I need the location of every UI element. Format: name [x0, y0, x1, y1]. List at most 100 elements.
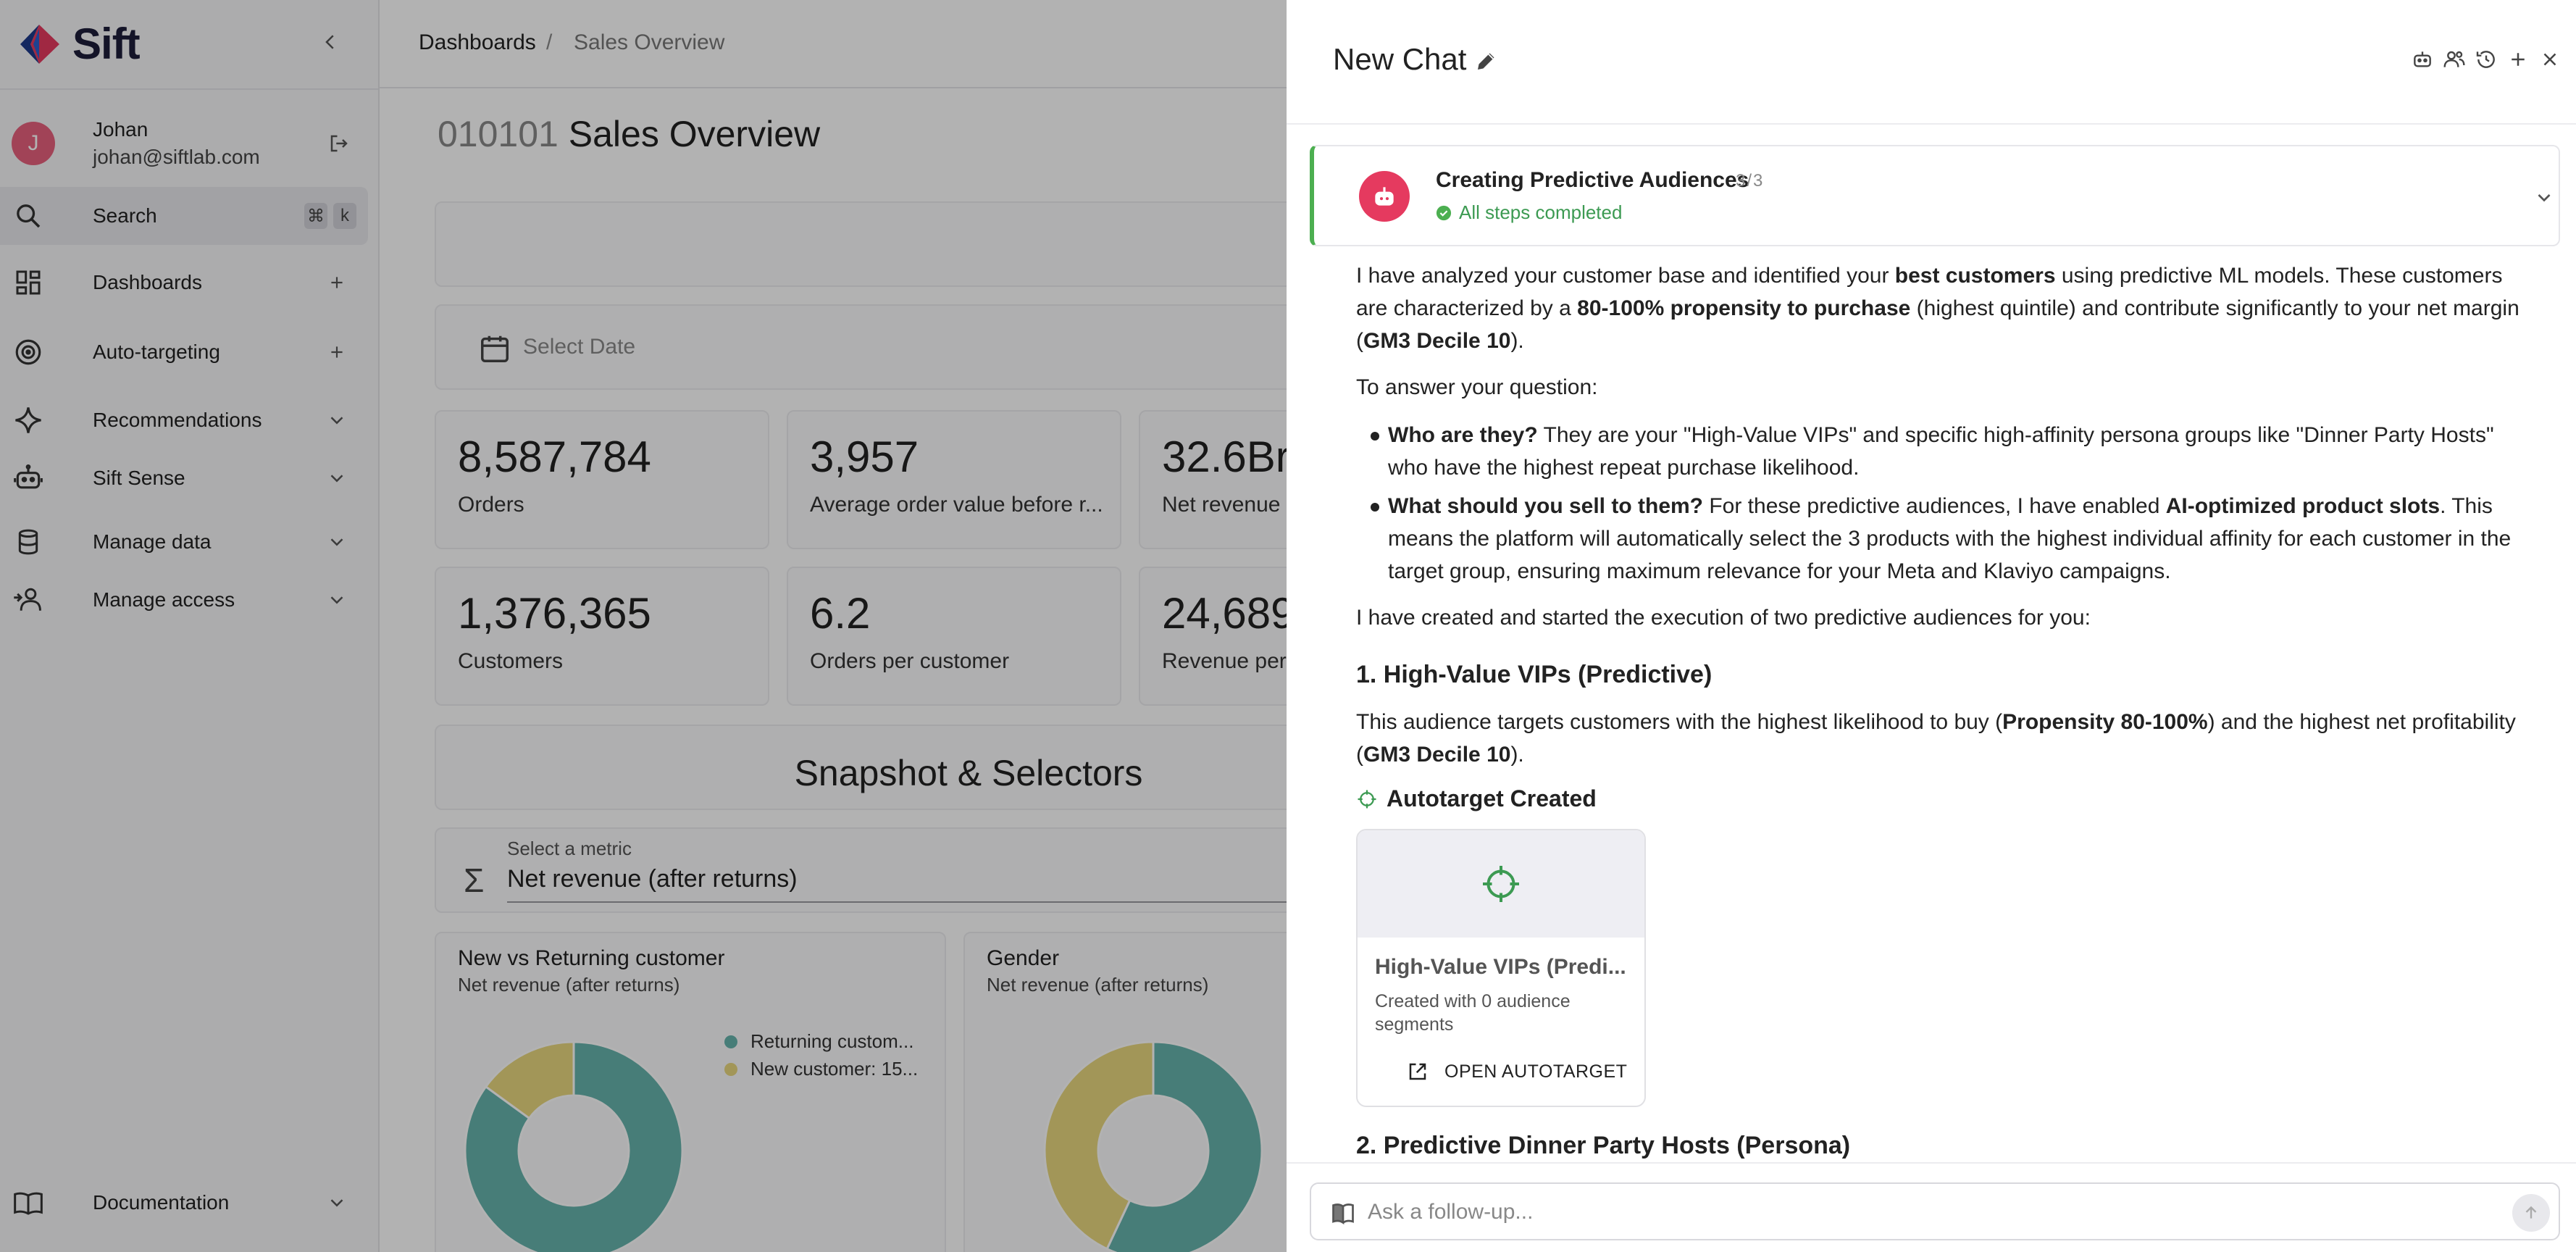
page-title: 010101 Sales Overview — [438, 113, 820, 155]
target-icon — [12, 335, 45, 369]
text-run: ). — [1510, 329, 1524, 353]
date-selector[interactable]: Select Date — [435, 304, 1347, 390]
autotarget-card: High-Value VIPs (Predi... Created with 0… — [1356, 829, 1646, 1107]
sidebar-search-label: Search — [93, 204, 157, 227]
kpi-label: Orders per customer — [810, 649, 1010, 673]
sidebar-item-auto-targeting[interactable]: Auto-targeting — [0, 323, 368, 381]
donut-slice-1[interactable] — [484, 1040, 575, 1120]
send-button[interactable] — [2512, 1194, 2550, 1232]
kpi-card: 3,957 Average order value before r... — [787, 410, 1121, 549]
sidebar-item-dashboards[interactable]: Dashboards — [0, 254, 368, 312]
kpi-label: Orders — [458, 493, 524, 517]
chevron-down-icon[interactable] — [2531, 184, 2557, 210]
modal-backdrop[interactable] — [0, 0, 1287, 1252]
search-icon — [12, 199, 45, 233]
avatar: J — [12, 122, 55, 165]
follow-up-input[interactable] — [1368, 1193, 2469, 1232]
kpi-value: 6.2 — [810, 589, 871, 638]
message-bullet: Who are they? They are your "High-Value … — [1388, 419, 2537, 484]
user-name: Johan — [93, 118, 149, 141]
sidebar-divider — [0, 88, 378, 90]
sidebar-item-label: Documentation — [93, 1191, 230, 1214]
open-autotarget-button[interactable]: OPEN AUTOTARGET — [1407, 1061, 1627, 1082]
logo[interactable]: Sift — [17, 19, 141, 69]
filter-bar — [435, 201, 1347, 287]
chevron-down-icon — [330, 538, 343, 546]
text-bold: AI-optimized product slots — [2165, 494, 2441, 518]
sidebar-search[interactable]: Search ⌘ k — [0, 187, 368, 245]
composer — [1310, 1182, 2560, 1240]
users-icon[interactable] — [2441, 46, 2467, 72]
collapse-sidebar-button[interactable] — [314, 26, 346, 58]
legend-label: Returning custom... — [750, 1030, 914, 1052]
kpi-label: Net revenue ( — [1162, 493, 1294, 517]
text-run: (highest quintile) and contribute signif… — [1356, 296, 2519, 353]
sidebar: Sift J Johan johan@siftlab.com Search ⌘ … — [0, 0, 380, 1252]
text-run: ) and the highest net profitability ( — [1356, 710, 2516, 767]
sidebar-item-manage-access[interactable]: Manage access — [0, 571, 368, 629]
donut-slice-0[interactable] — [464, 1040, 684, 1252]
sidebar-item-label: Manage data — [93, 530, 212, 553]
chat-panel: New Chat Creating Predictive Audience — [1287, 0, 2576, 1252]
plus-icon — [331, 346, 343, 358]
expand-recommendations-button[interactable] — [320, 404, 354, 437]
kpi-value: 3,957 — [810, 433, 919, 481]
plus-icon — [331, 277, 343, 288]
chevron-left-icon — [325, 35, 334, 49]
expand-sift-sense-button[interactable] — [320, 462, 354, 495]
donut-slice-0[interactable] — [1105, 1040, 1263, 1252]
dashboard-grid-icon — [12, 266, 45, 299]
calendar-icon — [481, 335, 509, 362]
sidebar-item-recommendations[interactable]: Recommendations — [0, 391, 368, 449]
close-icon[interactable] — [2537, 46, 2563, 72]
legend-item: Returning custom... — [724, 1030, 913, 1053]
dashboard-code: 010101 — [438, 114, 559, 154]
legend-label: New customer: 15... — [750, 1058, 919, 1080]
history-icon[interactable] — [2473, 46, 2499, 72]
robot-icon[interactable] — [2409, 46, 2435, 72]
sidebar-item-manage-data[interactable]: Manage data — [0, 513, 368, 571]
text-run: . This means the platform will automatic… — [1388, 494, 2512, 583]
add-autotarget-button[interactable] — [320, 335, 354, 369]
chevron-down-icon — [330, 596, 343, 604]
crosshair-icon — [1358, 790, 1376, 808]
task-status: All steps completed — [1436, 201, 1622, 224]
text-bold: Propensity 80-100% — [2002, 710, 2208, 734]
kpi-value: 8,587,784 — [458, 433, 651, 481]
chart-title: Gender — [987, 946, 1060, 970]
book-icon[interactable] — [1330, 1200, 1356, 1226]
text-bold: best customers — [1894, 264, 2056, 288]
sigma-icon: Σ — [464, 861, 485, 899]
sparkle-icon — [12, 404, 45, 437]
text-run: ). — [1510, 743, 1524, 767]
task-progress-card[interactable]: Creating Predictive Audiences 3/3 All st… — [1310, 145, 2560, 246]
section-heading: 1. High-Value VIPs (Predictive) — [1356, 661, 1713, 688]
expand-manage-data-button[interactable] — [320, 525, 354, 559]
chat-header: New Chat — [1287, 0, 2576, 125]
date-placeholder: Select Date — [523, 335, 636, 359]
add-dashboard-button[interactable] — [320, 266, 354, 299]
plus-icon[interactable] — [2505, 46, 2531, 72]
sidebar-item-sift-sense[interactable]: Sift Sense — [0, 449, 368, 507]
text-run: For these predictive audiences, I have e… — [1703, 494, 2166, 518]
expand-documentation-button[interactable] — [320, 1186, 354, 1219]
breadcrumb-dashboards[interactable]: Dashboards — [419, 30, 536, 54]
legend-dot-returning — [724, 1035, 737, 1048]
open-autotarget-label: OPEN AUTOTARGET — [1444, 1061, 1628, 1082]
shortcut-key-k: k — [333, 203, 356, 229]
breadcrumb-current: Sales Overview — [574, 30, 725, 54]
message-paragraph: I have analyzed your customer base and i… — [1356, 259, 2537, 357]
brand-name: Sift — [72, 20, 141, 68]
donut-slice-1[interactable] — [1043, 1040, 1155, 1251]
composer-bar — [1287, 1162, 2576, 1252]
kpi-card: 8,587,784 Orders — [435, 410, 769, 549]
expand-manage-access-button[interactable] — [320, 583, 354, 617]
task-title: Creating Predictive Audiences — [1436, 168, 1749, 192]
legend-dot-new — [724, 1062, 737, 1076]
sidebar-item-documentation[interactable]: Documentation — [0, 1174, 368, 1232]
logout-button[interactable] — [323, 128, 355, 159]
pencil-icon[interactable] — [1473, 48, 1500, 74]
robot-icon — [1359, 171, 1410, 222]
chevron-down-icon — [330, 475, 343, 483]
chart-subtitle: Net revenue (after returns) — [458, 974, 680, 996]
